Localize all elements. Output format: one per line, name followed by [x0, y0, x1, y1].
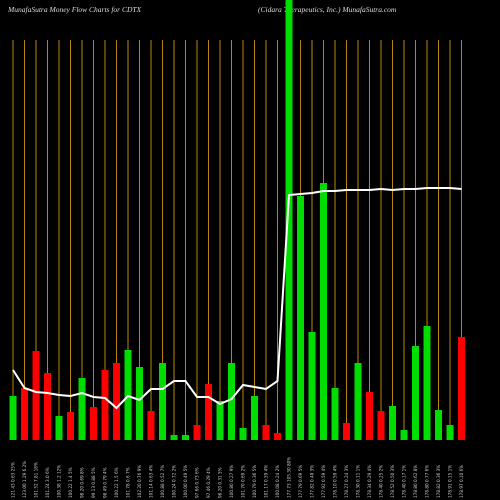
bar — [366, 392, 373, 440]
bar — [182, 435, 189, 440]
x-tick-label: 178.82 0.36 3% — [436, 465, 441, 498]
x-tick-label: 178.80 0.77 6% — [425, 465, 430, 498]
x-tick-label: 178.52 0.50 3% — [390, 465, 395, 498]
bar — [389, 406, 396, 440]
x-tick-label: 178.10 0.59 4% — [333, 465, 338, 498]
bar — [44, 373, 51, 440]
chart-subtitle: (Cidara Therapeutics, Inc.) MunafaSutra.… — [258, 5, 397, 14]
x-tick-label: 177.82 0.48 3% — [310, 465, 315, 498]
bar — [216, 401, 224, 440]
bar — [159, 363, 166, 440]
x-tick-label: 98.20 0.31 5% — [218, 467, 223, 498]
x-tick-label: 99.13 0.88 5% — [91, 467, 96, 498]
x-tick-label: 100.38 1.2 12% — [57, 465, 62, 498]
x-tick-label: 121.43 0.63 25% — [11, 462, 16, 498]
x-tick-label: 101.52 7.81 18% — [34, 462, 39, 498]
bar — [55, 416, 63, 440]
x-tick-label: 101.24 3.0 6% — [45, 467, 50, 498]
x-tick-label: 98.20 0.69 8% — [80, 467, 85, 498]
bar — [228, 363, 235, 440]
x-tick-label: 177.79 0.69 5% — [298, 465, 303, 498]
x-tick-label: 178.80 0.62 8% — [413, 465, 418, 498]
x-tick-label: 101.14 0.63 4% — [149, 465, 154, 498]
x-tick-label: 100.22 1.4 5% — [68, 467, 73, 498]
money-flow-line — [12, 187, 462, 410]
x-tick-label: 178.40 0.17 1% — [402, 465, 407, 498]
x-tick-label: 100.24 0.72 2% — [172, 465, 177, 498]
x-tick-label: 100.80 0.27 9% — [229, 465, 234, 498]
bar — [32, 351, 40, 440]
bar — [262, 425, 270, 440]
bar — [423, 326, 431, 440]
bar — [354, 363, 362, 440]
x-tick-label: 102.20 0.76 9% — [137, 465, 142, 498]
bar — [113, 363, 120, 440]
x-tick-label: 178.34 0.29 4% — [367, 465, 372, 498]
x-tick-label: 100.22 1.5 6% — [114, 467, 119, 498]
bar — [297, 196, 304, 440]
x-tick-label: 100.08 0.24 2% — [275, 465, 280, 498]
x-tick-label: 178.40 0.25 2% — [379, 465, 384, 498]
bar — [412, 346, 419, 440]
chart-title: MunafaSutra Money Flow Charts for CDTX — [7, 5, 142, 14]
bar — [331, 388, 339, 440]
x-tick-label: 100.79 0.36 5% — [252, 465, 257, 498]
bar — [274, 433, 281, 440]
bar — [136, 367, 143, 440]
bar — [285, 0, 293, 440]
x-tick-label: 98.49 0.79 4% — [103, 467, 108, 498]
x-tick-label: 101.78 0.6 7% — [126, 467, 131, 498]
bar — [251, 396, 258, 440]
bar — [239, 428, 247, 440]
x-tick-label: 178.91 0.15 1% — [448, 465, 453, 498]
x-tick-label: 123.00 1.29 6.2% — [22, 461, 27, 498]
bar — [377, 411, 385, 440]
bar — [320, 183, 327, 440]
bar — [435, 410, 442, 440]
x-tick-label: 100.00 0.49 5% — [183, 465, 188, 498]
bar — [147, 411, 155, 440]
bar — [400, 430, 408, 440]
x-tick-label: 178.97 0.10 6% — [459, 465, 464, 498]
bar — [446, 425, 454, 440]
bar — [458, 337, 465, 440]
bar — [205, 384, 212, 440]
bar — [343, 423, 350, 440]
x-tick-label: 177.92 0.59 4% — [321, 465, 326, 498]
x-tick-label: 178.30 0.11 1% — [356, 465, 361, 498]
bar — [21, 388, 28, 440]
x-tick-label: 100.88 0.52 7% — [160, 465, 165, 498]
bar — [78, 378, 86, 440]
x-tick-label: 177.73 105.30 80% — [287, 457, 292, 498]
bar — [101, 370, 109, 440]
bar — [9, 396, 17, 440]
bar — [90, 407, 97, 440]
x-tick-label: 101.17 0.59 4% — [264, 465, 269, 498]
x-tick-label: 97.46 0.29 4% — [206, 467, 211, 498]
x-tick-label: 178.27 0.24 3% — [344, 465, 349, 498]
x-tick-label: 101.70 0.69 2% — [241, 465, 246, 498]
bar — [193, 425, 201, 440]
bar — [67, 412, 74, 440]
x-tick-label: 97.66 0.73 6% — [195, 467, 200, 498]
bar — [308, 332, 316, 440]
bar — [170, 435, 178, 440]
